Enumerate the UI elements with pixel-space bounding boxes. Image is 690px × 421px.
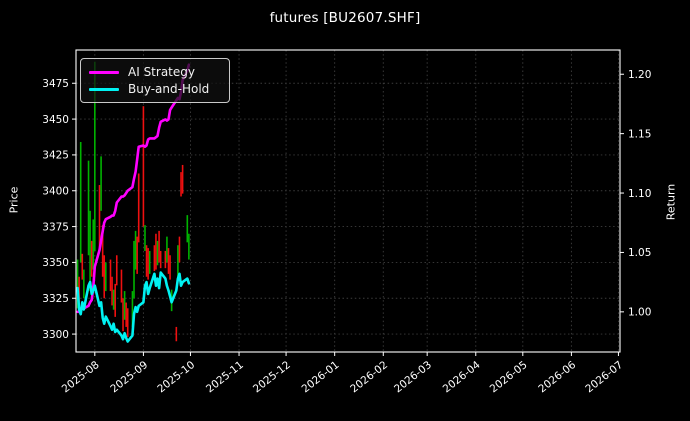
date-tick-label: 2026-05 — [488, 359, 530, 395]
date-tick-label: 2025-09 — [108, 359, 150, 395]
date-tick-label: 2025-10 — [155, 359, 197, 395]
return-tick-label: 1.10 — [628, 188, 651, 200]
return-tick-label: 1.00 — [628, 307, 651, 319]
buy-and-hold-line-swatch — [89, 87, 119, 91]
date-tick-label: 2026-01 — [300, 359, 342, 395]
date-tick-label: 2026-06 — [536, 359, 578, 396]
return-tick-label: 1.20 — [628, 69, 651, 81]
price-tick-label: 3400 — [42, 186, 69, 198]
price-tick-label: 3300 — [42, 329, 69, 341]
legend-entry-ai-strategy: AI Strategy — [89, 66, 221, 78]
date-tick-label: 2026-03 — [392, 359, 434, 395]
return-axis-label: Return — [664, 183, 678, 221]
date-tick-label: 2025-08 — [60, 359, 102, 395]
date-tick-label: 2026-04 — [441, 359, 483, 396]
ai-strategy-line — [76, 63, 191, 314]
legend-label-buy-and-hold: Buy-and-Hold — [128, 82, 210, 96]
date-tick-label: 2025-11 — [204, 359, 246, 395]
price-tick-label: 3325 — [42, 293, 69, 305]
price-tick-label: 3475 — [42, 78, 69, 90]
ai-strategy-line-swatch — [89, 70, 119, 74]
axis-ticks: 3300 3325 3350 3375 3400 3425 3450 3475 1.00 1.05… — [42, 69, 651, 395]
price-tick-label: 3450 — [42, 114, 69, 126]
legend: AI Strategy Buy-and-Hold — [80, 58, 230, 103]
date-tick-label: 2026-02 — [348, 359, 390, 395]
price-tick-label: 3375 — [42, 221, 69, 233]
legend-label-ai-strategy: AI Strategy — [128, 65, 195, 79]
price-tick-label: 3425 — [42, 150, 69, 162]
date-tick-label: 2025-12 — [251, 359, 293, 395]
candles-layer — [76, 61, 190, 342]
plot-border — [75, 49, 621, 353]
legend-entry-buy-and-hold: Buy-and-Hold — [89, 83, 221, 95]
return-tick-label: 1.15 — [628, 128, 651, 140]
date-tick-label: 2026-07 — [583, 359, 625, 395]
buy-and-hold-line — [76, 271, 191, 343]
price-axis-label: Price — [7, 186, 21, 214]
chart-title: futures [BU2607.SHF] — [269, 10, 421, 26]
return-tick-label: 1.05 — [628, 247, 651, 259]
price-tick-label: 3350 — [42, 257, 69, 269]
